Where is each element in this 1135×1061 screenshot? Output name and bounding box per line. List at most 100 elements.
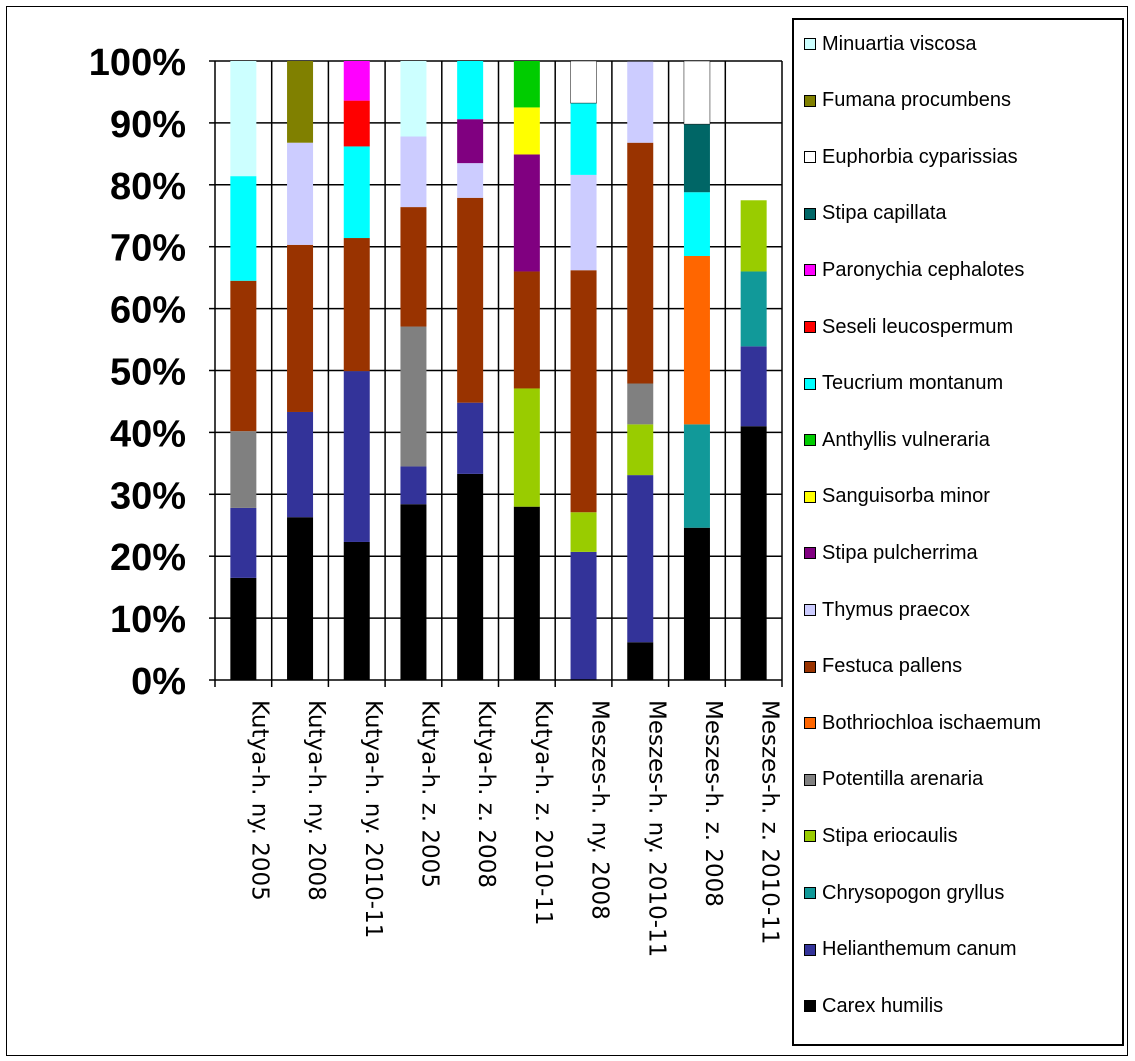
legend-item: Euphorbia cyparissias <box>804 145 1018 169</box>
bar-segment <box>457 473 484 680</box>
y-tick-label: 80% <box>110 166 186 208</box>
legend-item: Anthyllis vulneraria <box>804 428 990 452</box>
bar-segment <box>457 61 484 120</box>
legend-label: Stipa pulcherrima <box>822 541 978 564</box>
bar-segment <box>513 388 540 507</box>
bar-segment <box>683 424 710 528</box>
legend-item: Stipa eriocaulis <box>804 824 958 848</box>
legend: Minuartia viscosa Fumana procumbens Euphor… <box>792 18 1124 1046</box>
bar-segment <box>287 411 314 518</box>
y-tick-label: 0% <box>131 661 186 703</box>
legend-swatch <box>804 604 816 616</box>
legend-label: Stipa eriocaulis <box>822 824 958 847</box>
legend-label: Chrysopogon gryllus <box>822 881 1005 904</box>
bar-segment <box>457 197 484 403</box>
legend-swatch <box>804 434 816 447</box>
bar-segment <box>400 504 427 680</box>
y-tick-label: 50% <box>110 352 186 394</box>
bar-segment <box>287 517 314 680</box>
bar-segment <box>570 60 597 104</box>
bar-segment <box>570 103 597 175</box>
legend-item: Potentilla arenaria <box>804 768 983 792</box>
y-tick-label: 100% <box>89 42 186 84</box>
bar-segment <box>230 431 257 508</box>
bar-segment <box>740 426 767 680</box>
legend-label: Carex humilis <box>822 994 944 1017</box>
legend-label: Thymus praecox <box>822 598 970 621</box>
legend-swatch <box>804 773 816 786</box>
bar-segment <box>400 61 427 137</box>
legend-label: Festuca pallens <box>822 655 963 678</box>
bar-segment <box>627 383 654 425</box>
bar-segment <box>400 136 427 208</box>
bar-segment <box>513 271 540 389</box>
bar-segment <box>740 200 767 272</box>
bar-segment <box>287 61 314 143</box>
y-tick-label: 30% <box>110 475 186 517</box>
legend-item: Paronychia cephalotes <box>804 258 1024 282</box>
legend-item: Seseli leucospermum <box>804 315 1013 339</box>
bar-segment <box>683 124 710 193</box>
bar-segment <box>343 541 370 680</box>
bar-segment <box>287 244 314 412</box>
legend-label: Minuartia viscosa <box>822 32 977 55</box>
bar-segment <box>343 100 370 147</box>
bar-segment <box>287 142 314 245</box>
legend-swatch <box>804 660 816 673</box>
legend-label: Stipa capillata <box>822 202 947 225</box>
legend-swatch <box>804 547 816 560</box>
x-tick-label: Kutya-h. z. 2008 <box>473 700 499 888</box>
bar-segment <box>343 371 370 542</box>
legend-swatch <box>804 887 816 899</box>
legend-item: Sanguisorba minor <box>804 485 990 509</box>
bar-segment <box>627 61 654 143</box>
legend-label: Fumana procumbens <box>822 89 1011 112</box>
x-tick-label: Kutya-h. ny. 2008 <box>303 700 329 901</box>
x-tick-label: Meszes-h. z. 2008 <box>700 700 726 907</box>
bar-segment <box>230 280 257 432</box>
legend-item: Carex humilis <box>804 994 943 1018</box>
x-tick-label: Kutya-h. z. 2005 <box>416 700 442 888</box>
x-tick-label: Meszes-h. ny. 2008 <box>587 700 613 920</box>
bar-segment <box>513 107 540 155</box>
legend-label: Euphorbia cyparissias <box>822 145 1018 168</box>
x-tick-label: Meszes-h. z. 2010-11 <box>757 700 783 944</box>
legend-swatch <box>804 94 816 107</box>
legend-item: Helianthemum canum <box>804 938 1017 962</box>
bar-segment <box>513 154 540 272</box>
legend-item: Festuca pallens <box>804 655 962 679</box>
bar-segment <box>230 176 257 281</box>
legend-label: Potentilla arenaria <box>822 768 984 791</box>
bar-segment <box>683 255 710 425</box>
y-tick-label: 40% <box>110 413 186 455</box>
bar-segment <box>627 142 654 384</box>
legend-swatch <box>804 321 816 333</box>
y-tick-label: 10% <box>110 599 186 641</box>
bar-segment <box>457 402 484 474</box>
bar-segment <box>457 119 484 164</box>
bar-segment <box>343 238 370 372</box>
legend-item: Chrysopogon gryllus <box>804 881 1004 905</box>
y-tick-label: 20% <box>110 537 186 579</box>
bar-segment <box>740 271 767 347</box>
bar-segment <box>400 466 427 505</box>
legend-swatch <box>804 207 816 220</box>
legend-swatch <box>804 1000 816 1013</box>
bar-segment <box>570 551 597 680</box>
bar-segment <box>683 192 710 256</box>
legend-label: Seseli leucospermum <box>822 315 1014 338</box>
legend-item: Bothriochloa ischaemum <box>804 711 1041 735</box>
legend-swatch <box>804 943 816 956</box>
legend-label: Helianthemum canum <box>822 938 1017 961</box>
legend-swatch <box>804 490 816 503</box>
legend-swatch <box>804 38 816 50</box>
bar-segment <box>740 346 767 427</box>
legend-label: Sanguisorba minor <box>822 485 990 508</box>
legend-label: Paronychia cephalotes <box>822 258 1025 281</box>
chart-frame <box>6 6 1128 1056</box>
y-tick-label: 60% <box>110 290 186 332</box>
x-tick-label: Kutya-h. ny. 2010-11 <box>360 700 386 938</box>
y-tick-label: 90% <box>110 104 186 146</box>
legend-label: Teucrium montanum <box>822 372 1004 395</box>
